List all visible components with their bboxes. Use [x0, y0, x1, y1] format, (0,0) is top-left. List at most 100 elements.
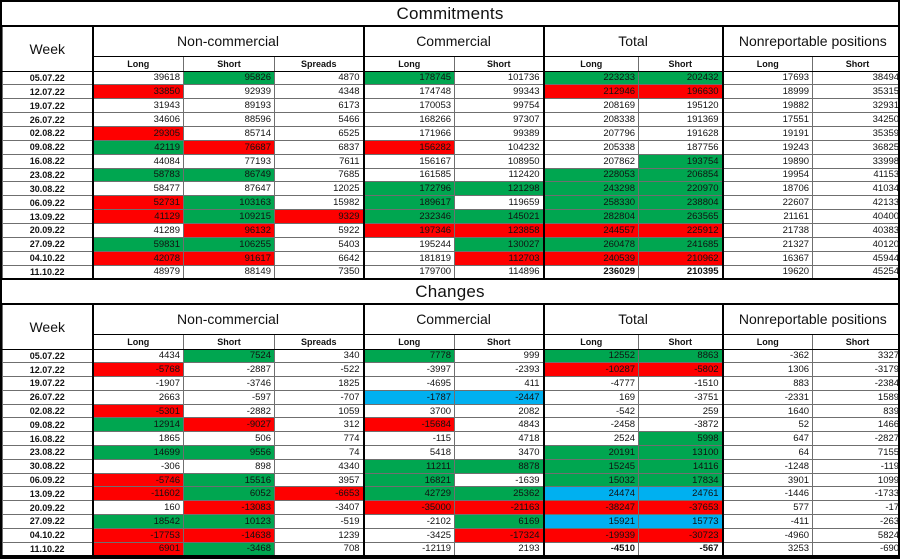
week-cell: 19.07.22: [2, 98, 94, 114]
group-noncommercial: Non-commercial: [91, 303, 365, 335]
value-cell: 999: [454, 348, 545, 364]
value-cell: 19620: [722, 264, 814, 280]
value-cell: 774: [273, 431, 365, 447]
value-cell: 189617: [363, 195, 456, 211]
col-nc-spreads: Spreads: [273, 333, 365, 350]
value-cell: 42729: [363, 486, 456, 502]
value-cell: -306: [92, 458, 184, 474]
week-cell: 13.09.22: [2, 486, 94, 502]
table-row: 16.08.22 1865 506 774 -115 4718 2524 5998 647 -28…: [2, 431, 898, 447]
value-cell: 59831: [92, 236, 184, 252]
col-comm-short: Short: [454, 55, 545, 72]
value-cell: 195120: [638, 98, 724, 114]
value-cell: 312: [273, 417, 365, 433]
value-cell: 99754: [454, 98, 545, 114]
value-cell: 5922: [273, 222, 365, 238]
value-cell: 24474: [543, 486, 640, 502]
value-cell: -10287: [543, 362, 640, 378]
value-cell: 21738: [722, 222, 814, 238]
value-cell: 109215: [183, 209, 275, 224]
value-cell: 195244: [363, 236, 456, 252]
value-cell: 411: [454, 376, 545, 391]
value-cell: 340: [273, 348, 365, 364]
week-cell: 11.10.22: [2, 264, 94, 280]
changes-table: Week Non-commercial Commercial Total Non…: [2, 303, 898, 557]
value-cell: 191628: [638, 125, 724, 141]
value-cell: -1787: [363, 389, 456, 405]
group-total: Total: [543, 303, 724, 335]
changes-title: Changes: [415, 281, 485, 301]
week-cell: 20.09.22: [2, 500, 94, 516]
value-cell: 45254: [812, 264, 898, 280]
week-cell: 06.09.22: [2, 195, 94, 211]
value-cell: 169: [543, 389, 640, 405]
value-cell: 4718: [454, 431, 545, 447]
col-total-long: Long: [543, 55, 640, 72]
value-cell: 647: [722, 431, 814, 447]
value-cell: -1248: [722, 458, 814, 474]
value-cell: 15245: [543, 458, 640, 474]
value-cell: -263: [812, 514, 898, 529]
value-cell: 181819: [363, 250, 456, 266]
value-cell: 6642: [273, 250, 365, 266]
value-cell: 14116: [638, 458, 724, 474]
value-cell: 104232: [454, 139, 545, 155]
value-cell: -2882: [183, 403, 275, 419]
value-cell: 260478: [543, 236, 640, 252]
value-cell: 1466: [812, 417, 898, 433]
value-cell: 16367: [722, 250, 814, 266]
value-cell: 25362: [454, 486, 545, 502]
value-cell: 130027: [454, 236, 545, 252]
value-cell: 41034: [812, 181, 898, 197]
value-cell: 1306: [722, 362, 814, 378]
table-row: 11.10.22 48979 88149 7350 179700 114896 236029…: [2, 264, 898, 280]
value-cell: 179700: [363, 264, 456, 280]
value-cell: 898: [183, 458, 275, 474]
value-cell: 202432: [638, 70, 724, 86]
table-row: 19.07.22 -1907 -3746 1825 -4695 411 -4777 -1510…: [2, 376, 898, 391]
value-cell: 282804: [543, 209, 640, 224]
commitments-body: 05.07.22 39618 95826 4870 178745 101736 223233…: [2, 70, 898, 280]
table-row: 26.07.22 34606 88596 5466 168266 97307 208338 1…: [2, 112, 898, 127]
group-header-row: Week Non-commercial Commercial Total Non…: [2, 25, 898, 72]
col-nc-short: Short: [183, 333, 275, 350]
value-cell: -411: [722, 514, 814, 529]
value-cell: 64: [722, 445, 814, 460]
week-cell: 04.10.22: [2, 527, 94, 543]
value-cell: 5824: [812, 527, 898, 543]
week-cell: 27.09.22: [2, 514, 94, 529]
value-cell: -17753: [92, 527, 184, 543]
value-cell: -3179: [812, 362, 898, 378]
value-cell: -519: [273, 514, 365, 529]
value-cell: 58783: [92, 167, 184, 183]
value-cell: 92939: [183, 84, 275, 100]
value-cell: 2193: [454, 541, 545, 557]
value-cell: 1589: [812, 389, 898, 405]
commitments-table: Week Non-commercial Commercial Total Non…: [2, 25, 898, 280]
value-cell: 191369: [638, 112, 724, 127]
week-cell: 05.07.22: [2, 348, 94, 364]
value-cell: 48979: [92, 264, 184, 280]
table-row: 09.08.22 12914 -9027 312 -15684 4843 -2458 -387…: [2, 417, 898, 433]
value-cell: 210962: [638, 250, 724, 266]
value-cell: -38247: [543, 500, 640, 516]
col-nc-long: Long: [92, 333, 184, 350]
table-row: 30.08.22 58477 87647 12025 172796 121298 24329…: [2, 181, 898, 197]
value-cell: 89193: [183, 98, 275, 114]
week-cell: 09.08.22: [2, 139, 94, 155]
col-comm-short: Short: [454, 333, 545, 350]
group-total: Total: [543, 25, 724, 57]
value-cell: 9556: [183, 445, 275, 460]
value-cell: -1510: [638, 376, 724, 391]
value-cell: 7778: [363, 348, 456, 364]
value-cell: 7155: [812, 445, 898, 460]
value-cell: 21327: [722, 236, 814, 252]
value-cell: 36825: [812, 139, 898, 155]
week-header: Week: [2, 25, 94, 72]
value-cell: -3997: [363, 362, 456, 378]
value-cell: -3751: [638, 389, 724, 405]
value-cell: 41129: [92, 209, 184, 224]
value-cell: 2082: [454, 403, 545, 419]
value-cell: -15684: [363, 417, 456, 433]
value-cell: -362: [722, 348, 814, 364]
